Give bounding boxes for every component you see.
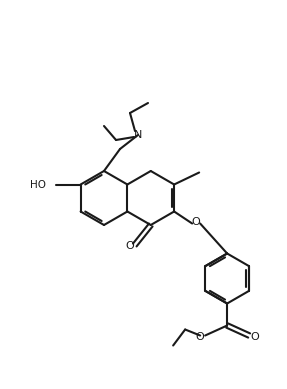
Text: O: O <box>196 331 205 342</box>
Text: O: O <box>125 241 134 251</box>
Text: N: N <box>134 130 142 140</box>
Text: O: O <box>251 331 259 342</box>
Text: O: O <box>192 217 201 226</box>
Text: HO: HO <box>30 179 46 189</box>
